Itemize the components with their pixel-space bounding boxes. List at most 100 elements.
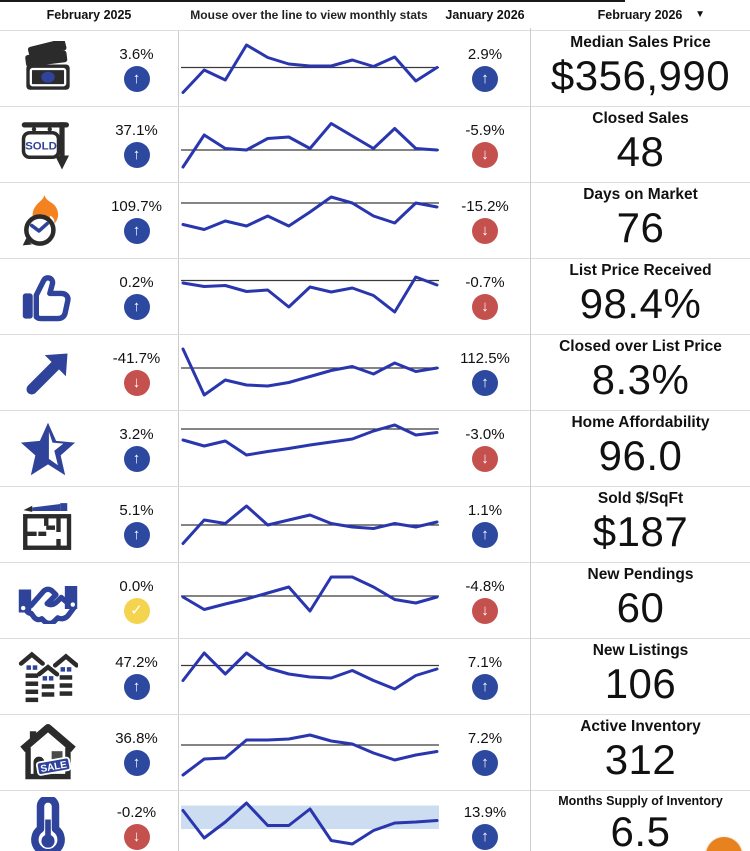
metric-summary: Sold $/SqFt $187 [530,484,750,565]
left-period-label: February 2025 [46,8,132,22]
mom-change-value: -3.0% [465,425,505,443]
metric-value: $187 [592,507,689,555]
metric-value: 312 [604,735,677,783]
days-on-market-icon [0,183,95,258]
sparkline-chart[interactable] [178,259,440,334]
mom-direction-icon: ↓ [472,445,498,472]
header: February 2025 Mouse over the line to vie… [0,0,750,31]
chat-button[interactable] [706,837,742,851]
metric-row: 0.2% ↑ -0.7% ↓ List Price Received 98.4% [0,256,750,337]
sold-sign-icon: SOLD [0,107,95,182]
top-edge-divider [0,0,625,2]
metric-rows: 3.6% ↑ 2.9% ↑ Median Sales Price $356,99… [0,28,750,851]
metric-title: New Listings [592,642,689,659]
metric-title: Median Sales Price [570,34,711,51]
metric-row: SALE 36.8% ↑ 7.2% ↑ Active Inventory 312 [0,712,750,793]
sparkline-svg[interactable] [180,417,439,481]
caret-down-icon[interactable]: ▼ [695,9,705,20]
sparkline-svg[interactable] [180,569,439,633]
yoy-change-value: 3.6% [119,45,154,63]
current-period-label: February 2026 [597,8,683,22]
metric-value: 76 [616,203,665,251]
mom-change-value: 2.9% [467,45,503,63]
metric-value: 98.4% [579,279,702,327]
yoy-direction-icon: ↑ [123,445,150,472]
mom-change-value: 1.1% [467,501,503,519]
yoy-direction-icon: ↓ [123,823,150,850]
yoy-direction-icon: ↑ [123,65,150,92]
thumbs-up-icon [0,259,95,334]
mom-change-value: 7.1% [467,653,503,671]
svg-text:SOLD: SOLD [25,140,57,152]
handshake-icon [0,563,95,638]
metric-value: 96.0 [598,431,683,479]
sparkline-chart[interactable] [178,639,440,714]
metric-title: List Price Received [569,262,712,279]
metric-value: 60 [616,583,665,631]
right-period-label: January 2026 [445,8,525,22]
sparkline-svg[interactable] [180,265,439,329]
sparkline-svg[interactable] [180,645,439,709]
mom-direction-icon: ↑ [472,369,498,396]
mom-change-value: -4.8% [465,577,505,595]
metric-summary: Closed Sales 48 [530,104,750,185]
metric-row: 47.2% ↑ 7.1% ↑ New Listings 106 [0,636,750,717]
money-bills-icon [0,31,95,106]
sparkline-svg[interactable] [180,493,439,557]
sparkline-chart[interactable] [178,107,440,182]
trend-up-arrow-icon [0,335,95,410]
metric-summary: Days on Market 76 [530,180,750,261]
sparkline-svg[interactable] [180,189,439,253]
sparkline-chart[interactable] [178,563,440,638]
yoy-direction-icon: ↑ [123,673,150,700]
metric-summary: New Pendings 60 [530,560,750,641]
period-selector[interactable]: February 2026 ▼ [530,8,750,22]
yoy-change-value: 5.1% [119,501,154,519]
metric-value: 6.5 [610,808,671,851]
yoy-change-value: 0.0% [119,577,154,595]
metric-title: Sold $/SqFt [597,490,684,507]
sparkline-svg[interactable] [180,795,439,851]
sparkline-svg[interactable] [180,37,439,101]
yoy-change-value: 47.2% [115,653,158,671]
sparkline-chart[interactable] [178,791,440,851]
sparkline-chart[interactable] [178,487,440,562]
yoy-direction-icon: ↑ [123,293,150,320]
metric-row: -0.2% ↓ 13.9% ↑ Months Supply of Invento… [0,788,750,851]
mom-direction-icon: ↑ [472,673,498,700]
sparkline-svg[interactable] [180,113,439,177]
sparkline-svg[interactable] [180,341,439,405]
metric-title: Days on Market [583,186,698,203]
mom-direction-icon: ↓ [472,141,498,168]
metric-value: 8.3% [591,355,690,403]
sparkline-svg[interactable] [180,721,439,785]
yoy-direction-icon: ↑ [123,749,150,776]
sparkline-chart[interactable] [178,335,440,410]
sparkline-chart[interactable] [178,715,440,790]
metric-title: New Pendings [587,566,694,583]
sparkline-chart[interactable] [178,411,440,486]
mom-direction-icon: ↓ [472,293,498,320]
metric-title: Home Affordability [571,414,710,431]
metric-summary: List Price Received 98.4% [530,256,750,337]
metric-title: Closed over List Price [559,338,722,355]
metric-summary: Median Sales Price $356,990 [530,28,750,109]
yoy-change-value: 3.2% [119,425,154,443]
mom-change-value: -5.9% [465,121,505,139]
sparkline-chart[interactable] [178,31,440,106]
yoy-change-value: -0.2% [116,803,157,821]
yoy-change-value: 36.8% [115,729,158,747]
metric-summary: Closed over List Price 8.3% [530,332,750,413]
yoy-change-value: -41.7% [112,349,161,367]
yoy-direction-icon: ↑ [123,141,150,168]
metric-value: 106 [604,659,677,707]
hover-hint-text: Mouse over the line to view monthly stat… [190,8,428,22]
mom-direction-icon: ↑ [472,65,498,92]
metric-title: Active Inventory [580,718,701,735]
sparkline-chart[interactable] [178,183,440,258]
yoy-direction-icon: ↑ [123,217,150,244]
floorplan-pencil-icon [0,487,95,562]
yoy-direction-icon: ↑ [123,521,150,548]
metric-title: Months Supply of Inventory [558,794,723,808]
